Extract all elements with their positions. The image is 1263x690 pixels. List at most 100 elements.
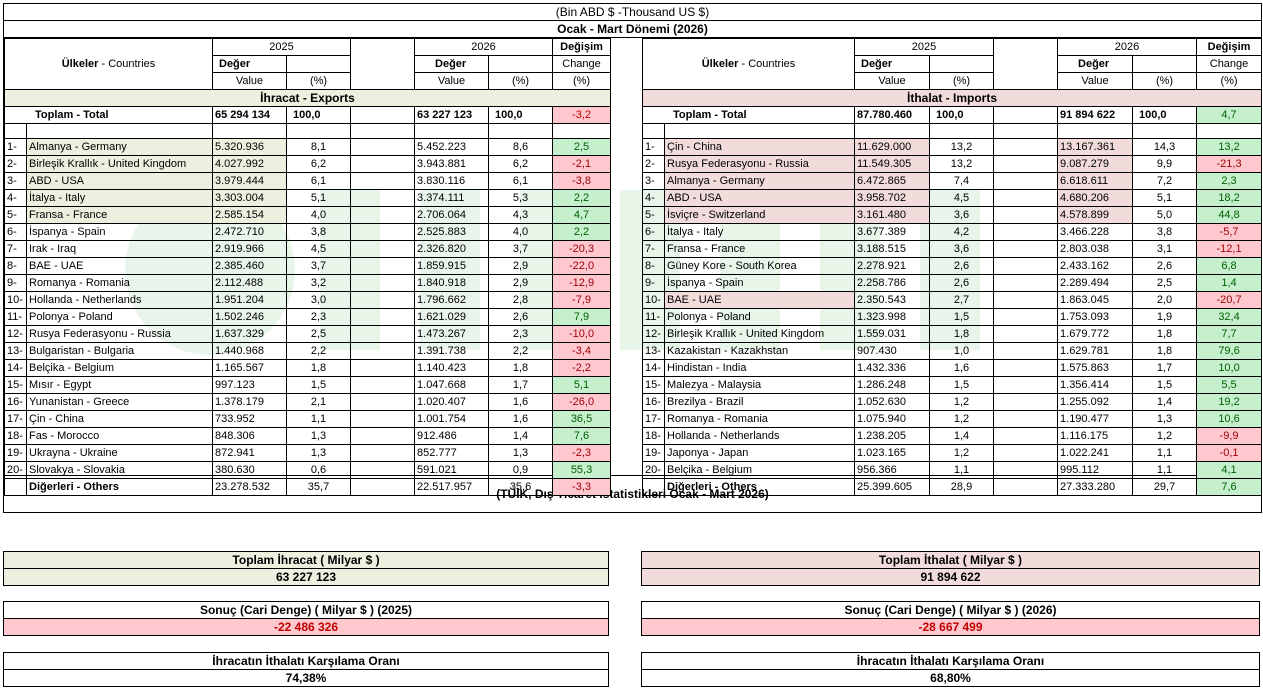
table-row: 19- Ukrayna - Ukraine 872.941 1,3 852.777 1,3…: [4, 444, 612, 462]
value-2025: 2.919.966: [212, 240, 287, 258]
change-pct: 1,4: [1196, 274, 1263, 292]
country-name: ABD - USA: [664, 189, 855, 207]
change-pct: -22,0: [552, 257, 612, 275]
pct-2025: 1,1: [928, 461, 995, 479]
spacer-cell: [993, 291, 1059, 309]
blank-cell: [642, 123, 665, 139]
pct-2025: 1,2: [928, 410, 995, 428]
value-2025: 3.303.004: [212, 189, 287, 207]
value-header-tr: Değer: [414, 55, 490, 73]
spacer-cell: [993, 410, 1059, 428]
value-header-tr: Değer: [212, 55, 287, 73]
blank-cell: [552, 123, 612, 139]
total-label: Toplam - Total: [4, 106, 213, 124]
pct-2026: 3,7: [488, 240, 554, 258]
value-2026: 995.112: [1057, 461, 1134, 479]
table-row: 2- Birleşik Krallık - United Kingdom 4.027…: [4, 155, 612, 173]
row-index: 11-: [4, 308, 27, 326]
coverage-left-box: İhracatın İthalatı Karşılama Oranı 74,38…: [3, 652, 609, 687]
coverage-right-value: 68,80%: [642, 669, 1259, 686]
country-name: Almanya - Germany: [26, 138, 213, 156]
value-2025: 1.951.204: [212, 291, 287, 309]
spacer-cell: [993, 189, 1059, 207]
row-index: 19-: [642, 444, 665, 462]
row-index: 13-: [642, 342, 665, 360]
total-change: -3,2: [552, 106, 612, 124]
value-2025: 11.629.000: [854, 138, 930, 156]
country-name: Birleşik Krallık - United Kingdom: [26, 155, 213, 173]
change-pct: 2,5: [552, 138, 612, 156]
table-row: 11- Polonya - Poland 1.502.246 2,3 1.621.029…: [4, 308, 612, 326]
blank-cell: [642, 478, 665, 496]
coverage-right-title: İhracatın İthalatı Karşılama Oranı: [856, 654, 1045, 668]
country-name: Irak - Iraq: [26, 240, 213, 258]
country-name: Romanya - Romania: [664, 410, 855, 428]
total-value-2026: 91 894 622: [1057, 106, 1134, 124]
header-row-years: Ülkeler - Countries 2025 2026 Değişim: [642, 38, 1263, 90]
value-2026: 1.020.407: [414, 393, 490, 411]
spacer-cell: [993, 138, 1059, 156]
table-row: 5- İsviçre - Switzerland 3.161.480 3,6 4.578…: [642, 206, 1263, 224]
pct-2026: 2,6: [1132, 257, 1198, 275]
pct-header: (%): [285, 72, 352, 90]
total-pct-2026: 100,0: [1132, 106, 1198, 124]
row-index: 18-: [642, 427, 665, 445]
pct-2025: 13,2: [928, 138, 995, 156]
change-pct: -5,7: [1196, 223, 1263, 241]
country-name: Rusya Federasyonu - Russia: [664, 155, 855, 173]
pct-2025: 4,0: [285, 206, 352, 224]
country-name: İsviçre - Switzerland: [664, 206, 855, 224]
pct-2026: 14,3: [1132, 138, 1198, 156]
others-value-2026: 27.333.280: [1057, 478, 1134, 496]
blank-cell: [285, 123, 352, 139]
blank-cell: [4, 478, 27, 496]
change-pct: -26,0: [552, 393, 612, 411]
pct-2025: 0,6: [285, 461, 352, 479]
change-pct: 55,3: [552, 461, 612, 479]
table-row: 10- Hollanda - Netherlands 1.951.204 3,0 1.7…: [4, 291, 612, 309]
spacer-cell: [993, 206, 1059, 224]
row-index: 20-: [4, 461, 27, 479]
row-index: 3-: [642, 172, 665, 190]
pct-2026: 1,4: [1132, 393, 1198, 411]
value-2025: 380.630: [212, 461, 287, 479]
value-2026: 1.001.754: [414, 410, 490, 428]
pct-2026: 2,8: [488, 291, 554, 309]
total-imports-value: 91 894 622: [642, 568, 1259, 585]
blank-cell: [1196, 123, 1263, 139]
value-2026: 1.753.093: [1057, 308, 1134, 326]
pct-2026: 0,9: [488, 461, 554, 479]
spacer-cell: [993, 376, 1059, 394]
value-2026: 1.863.045: [1057, 291, 1134, 309]
row-index: 4-: [642, 189, 665, 207]
table-row: 14- Belçika - Belgium 1.165.567 1,8 1.140.42…: [4, 359, 612, 377]
pct-2025: 1,3: [285, 427, 352, 445]
others-change: 7,6: [1196, 478, 1263, 496]
spacer-cell: [350, 155, 416, 173]
value-2026: 3.374.111: [414, 189, 490, 207]
value-2025: 1.378.179: [212, 393, 287, 411]
spacer-cell: [993, 38, 1059, 90]
balance-2026-title: Sonuç (Cari Denge) ( Milyar $ ) (2026): [844, 603, 1057, 617]
total-exports-value: 63 227 123: [4, 568, 608, 585]
others-pct-2026: 29,7: [1132, 478, 1198, 496]
pct-2025: 1,3: [285, 444, 352, 462]
table-row: 12- Birleşik Krallık - United Kingdom 1.55…: [642, 325, 1263, 343]
value-2025: 1.023.165: [854, 444, 930, 462]
blank-cell: [664, 123, 855, 139]
others-row: Diğerleri - Others 23.278.532 35,7 22.517.9…: [4, 478, 612, 496]
change-pct: 19,2: [1196, 393, 1263, 411]
value-2026: 1.621.029: [414, 308, 490, 326]
country-name: BAE - UAE: [664, 291, 855, 309]
row-index: 10-: [642, 291, 665, 309]
country-name: Birleşik Krallık - United Kingdom: [664, 325, 855, 343]
row-index: 15-: [4, 376, 27, 394]
pct-2025: 2,3: [285, 308, 352, 326]
row-index: 20-: [642, 461, 665, 479]
value-2026: 1.190.477: [1057, 410, 1134, 428]
row-index: 7-: [4, 240, 27, 258]
value-2025: 1.165.567: [212, 359, 287, 377]
pct-2026: 6,2: [488, 155, 554, 173]
row-index: 12-: [4, 325, 27, 343]
country-name: İtalya - Italy: [26, 189, 213, 207]
